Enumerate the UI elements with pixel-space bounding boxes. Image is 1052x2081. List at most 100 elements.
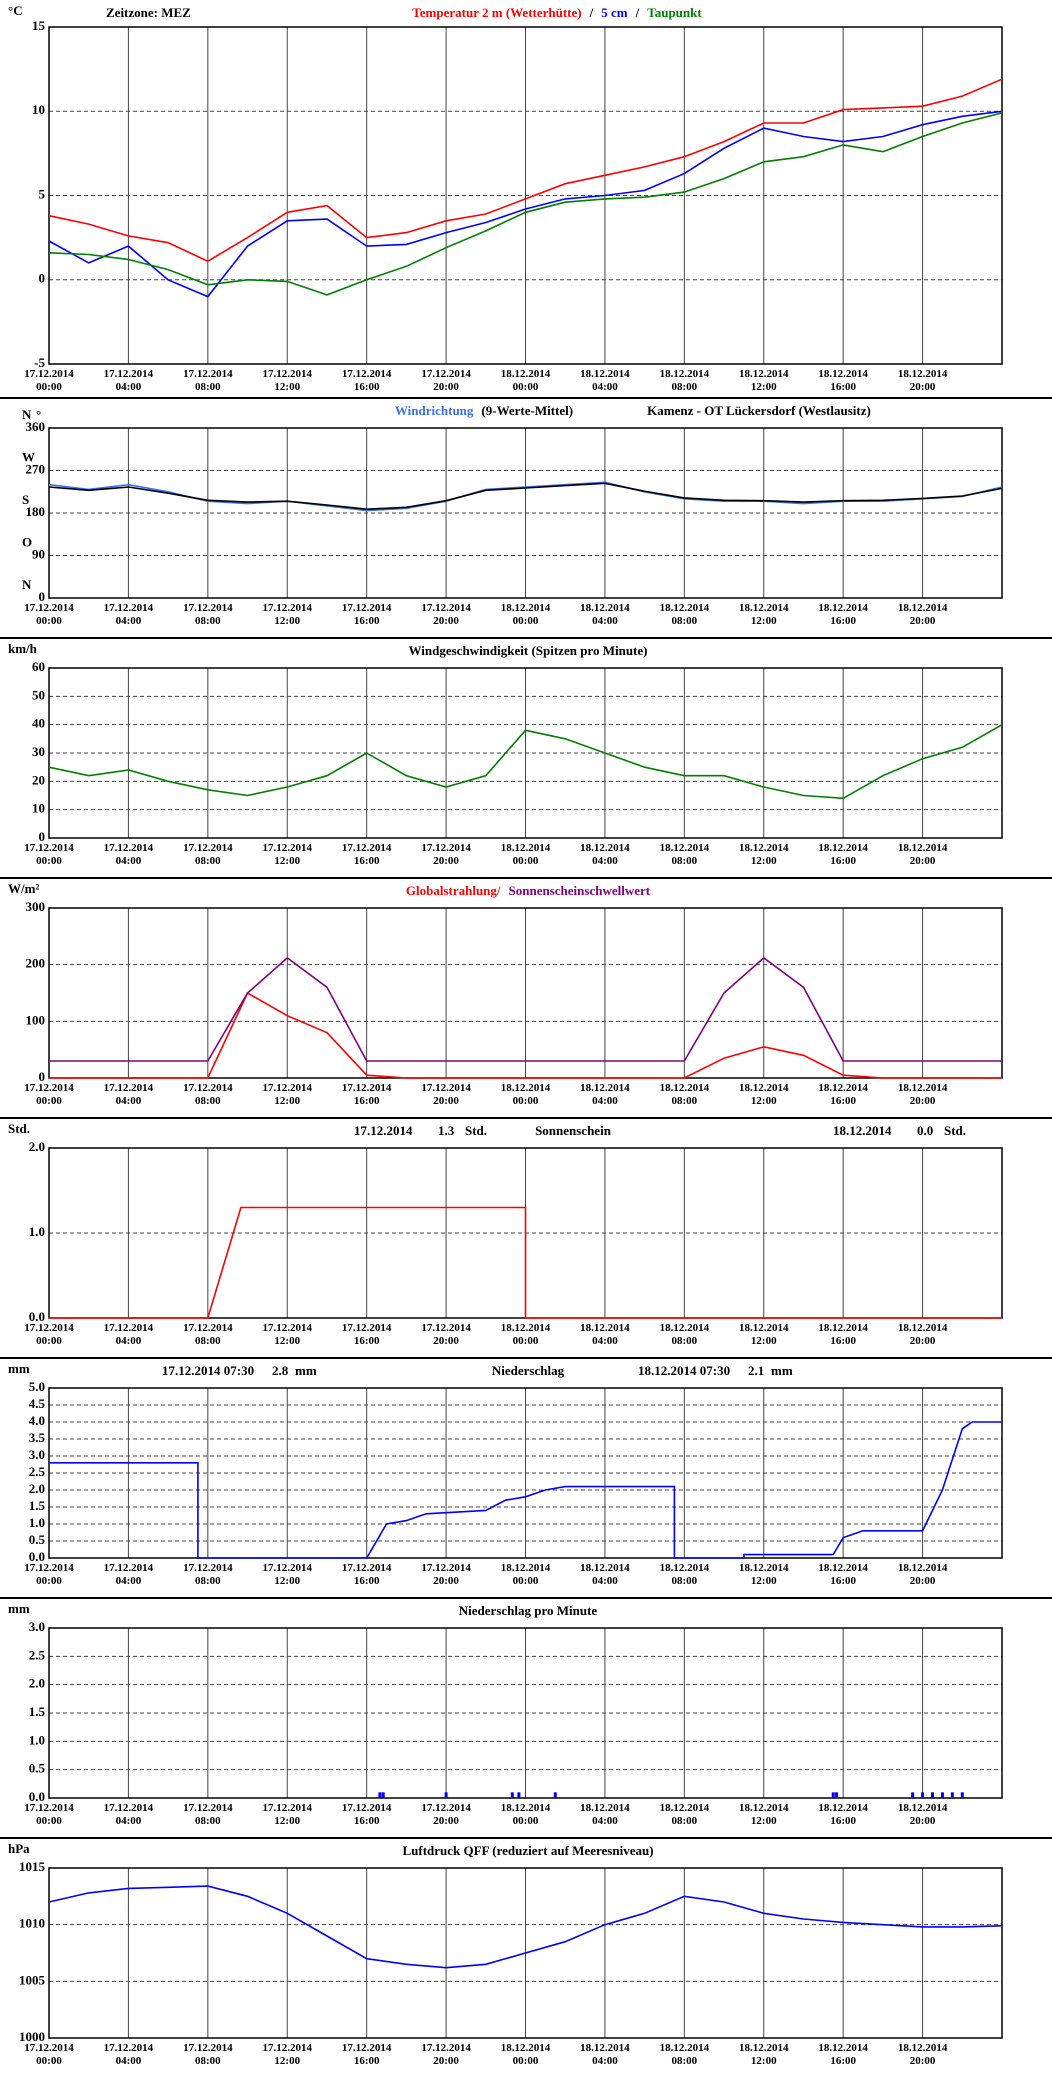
x-tick-label: 17.12.2014 00:00 bbox=[24, 1802, 74, 1827]
x-tick-label: 18.12.2014 12:00 bbox=[739, 602, 789, 627]
bar bbox=[921, 1792, 925, 1798]
y-tick-label: 1000 bbox=[19, 2029, 45, 2044]
bar bbox=[553, 1792, 557, 1798]
series-line bbox=[48, 482, 1003, 511]
x-tick-label: 17.12.2014 12:00 bbox=[262, 1082, 313, 1107]
x-tick-label: 18.12.2014 12:00 bbox=[739, 842, 789, 867]
y-tick-label: 0.5 bbox=[29, 1761, 46, 1776]
x-tick-label: 18.12.2014 20:00 bbox=[897, 602, 948, 627]
y-tick-label: 40 bbox=[32, 716, 45, 731]
bar bbox=[381, 1792, 385, 1798]
series-line bbox=[48, 1885, 1003, 1969]
x-tick-label: 17.12.2014 04:00 bbox=[103, 602, 154, 627]
direction-label: W bbox=[22, 449, 35, 464]
x-tick-label: 17.12.2014 00:00 bbox=[24, 602, 74, 627]
x-tick-label: 18.12.2014 20:00 bbox=[897, 1562, 948, 1587]
x-tick-label: 17.12.2014 16:00 bbox=[341, 1802, 392, 1827]
x-tick-label: 17.12.2014 20:00 bbox=[421, 1562, 471, 1587]
x-tick-label: 18.12.2014 20:00 bbox=[897, 1802, 948, 1827]
bar bbox=[911, 1792, 915, 1798]
legend-entry: Sonnenscheinschwellwert bbox=[509, 883, 651, 898]
x-tick-label: 18.12.2014 04:00 bbox=[580, 842, 630, 867]
x-tick-label: 18.12.2014 00:00 bbox=[500, 368, 551, 393]
bar bbox=[931, 1792, 935, 1798]
x-tick-label: 18.12.2014 08:00 bbox=[659, 1322, 710, 1347]
x-tick-label: 18.12.2014 16:00 bbox=[818, 1562, 868, 1587]
y-unit: Std. bbox=[8, 1121, 30, 1136]
annotation: Std. bbox=[944, 1123, 966, 1138]
series-line bbox=[49, 1421, 1002, 1559]
chart-title: Niederschlag pro Minute bbox=[459, 1603, 598, 1618]
x-tick-label: 17.12.2014 08:00 bbox=[183, 1802, 233, 1827]
y-tick-label: 30 bbox=[32, 744, 45, 759]
x-tick-label: 17.12.2014 12:00 bbox=[262, 368, 313, 393]
plot-frame bbox=[48, 667, 1003, 839]
y-tick-label: 3.0 bbox=[29, 1619, 45, 1634]
x-tick-label: 18.12.2014 12:00 bbox=[739, 2042, 789, 2067]
x-tick-label: 17.12.2014 08:00 bbox=[183, 368, 233, 393]
x-tick-label: 17.12.2014 12:00 bbox=[262, 1322, 313, 1347]
legend-entry: 5 cm bbox=[601, 5, 628, 20]
y-tick-label: 1015 bbox=[19, 1859, 46, 1874]
bar bbox=[378, 1792, 382, 1798]
y-tick-label: 10 bbox=[32, 801, 45, 816]
x-tick-label: 17.12.2014 04:00 bbox=[103, 1562, 154, 1587]
x-tick-label: 17.12.2014 04:00 bbox=[103, 2042, 154, 2067]
x-tick-label: 18.12.2014 16:00 bbox=[818, 1082, 868, 1107]
x-tick-label: 18.12.2014 16:00 bbox=[818, 1322, 868, 1347]
bar bbox=[510, 1792, 514, 1798]
legend-entry: (9-Werte-Mittel) bbox=[481, 403, 573, 418]
annotation: mm bbox=[295, 1363, 317, 1378]
x-tick-label: 18.12.2014 08:00 bbox=[659, 2042, 710, 2067]
y-unit: km/h bbox=[8, 641, 38, 656]
x-tick-label: 17.12.2014 16:00 bbox=[341, 1562, 392, 1587]
x-tick-label: 18.12.2014 08:00 bbox=[659, 368, 710, 393]
x-tick-label: 18.12.2014 12:00 bbox=[739, 368, 789, 393]
x-tick-label: 17.12.2014 20:00 bbox=[421, 1082, 471, 1107]
x-tick-label: 18.12.2014 08:00 bbox=[659, 602, 710, 627]
y-tick-label: 1.5 bbox=[29, 1704, 46, 1719]
x-tick-label: 18.12.2014 04:00 bbox=[580, 602, 630, 627]
y-tick-label: 0 bbox=[39, 271, 46, 286]
x-tick-label: 17.12.2014 04:00 bbox=[103, 1802, 154, 1827]
x-tick-label: 18.12.2014 20:00 bbox=[897, 1322, 948, 1347]
direction-label: N bbox=[22, 407, 32, 422]
x-tick-label: 17.12.2014 08:00 bbox=[183, 602, 233, 627]
y-unit: ° bbox=[36, 407, 41, 422]
x-tick-label: 17.12.2014 12:00 bbox=[262, 1562, 313, 1587]
series-line bbox=[48, 78, 1003, 263]
x-tick-label: 17.12.2014 12:00 bbox=[262, 602, 313, 627]
y-tick-label: 0.0 bbox=[29, 1789, 45, 1804]
y-unit: hPa bbox=[8, 1841, 30, 1856]
x-tick-label: 18.12.2014 12:00 bbox=[739, 1802, 789, 1827]
legend-entry: Temperatur 2 m (Wetterhütte) bbox=[412, 5, 581, 20]
y-tick-label: 1.0 bbox=[29, 1515, 45, 1530]
x-tick-label: 18.12.2014 12:00 bbox=[739, 1082, 789, 1107]
legend-separator: / bbox=[589, 5, 594, 20]
x-tick-label: 17.12.2014 08:00 bbox=[183, 842, 233, 867]
y-tick-label: 1.0 bbox=[29, 1224, 45, 1239]
annotation: Zeitzone: MEZ bbox=[106, 5, 191, 20]
y-tick-label: 2.0 bbox=[29, 1676, 45, 1691]
y-tick-label: 5.0 bbox=[29, 1379, 45, 1394]
x-tick-label: 18.12.2014 16:00 bbox=[818, 602, 868, 627]
y-tick-label: 2.0 bbox=[29, 1481, 45, 1496]
x-tick-label: 18.12.2014 00:00 bbox=[500, 1322, 551, 1347]
y-tick-label: 2.0 bbox=[29, 1139, 45, 1154]
direction-label: O bbox=[22, 534, 32, 549]
legend: Globalstrahlung/Sonnenscheinschwellwert bbox=[406, 883, 651, 898]
x-tick-label: 17.12.2014 00:00 bbox=[24, 2042, 74, 2067]
x-tick-label: 18.12.2014 00:00 bbox=[500, 602, 551, 627]
y-tick-label: 4.5 bbox=[29, 1396, 46, 1411]
y-tick-label: 0.0 bbox=[29, 1549, 45, 1564]
annotation: 18.12.2014 bbox=[833, 1123, 892, 1138]
subtitle: Kamenz - OT Lückersdorf (Westlausitz) bbox=[647, 403, 871, 418]
x-tick-label: 17.12.2014 20:00 bbox=[421, 1802, 471, 1827]
annotation: 2.8 bbox=[272, 1363, 289, 1378]
y-tick-label: 1010 bbox=[19, 1916, 45, 1931]
chart-title: Sonnenschein bbox=[535, 1123, 612, 1138]
x-tick-label: 17.12.2014 00:00 bbox=[24, 368, 74, 393]
series-line bbox=[49, 991, 1002, 1079]
x-tick-label: 18.12.2014 00:00 bbox=[500, 1562, 551, 1587]
y-tick-label: 0 bbox=[39, 829, 46, 844]
